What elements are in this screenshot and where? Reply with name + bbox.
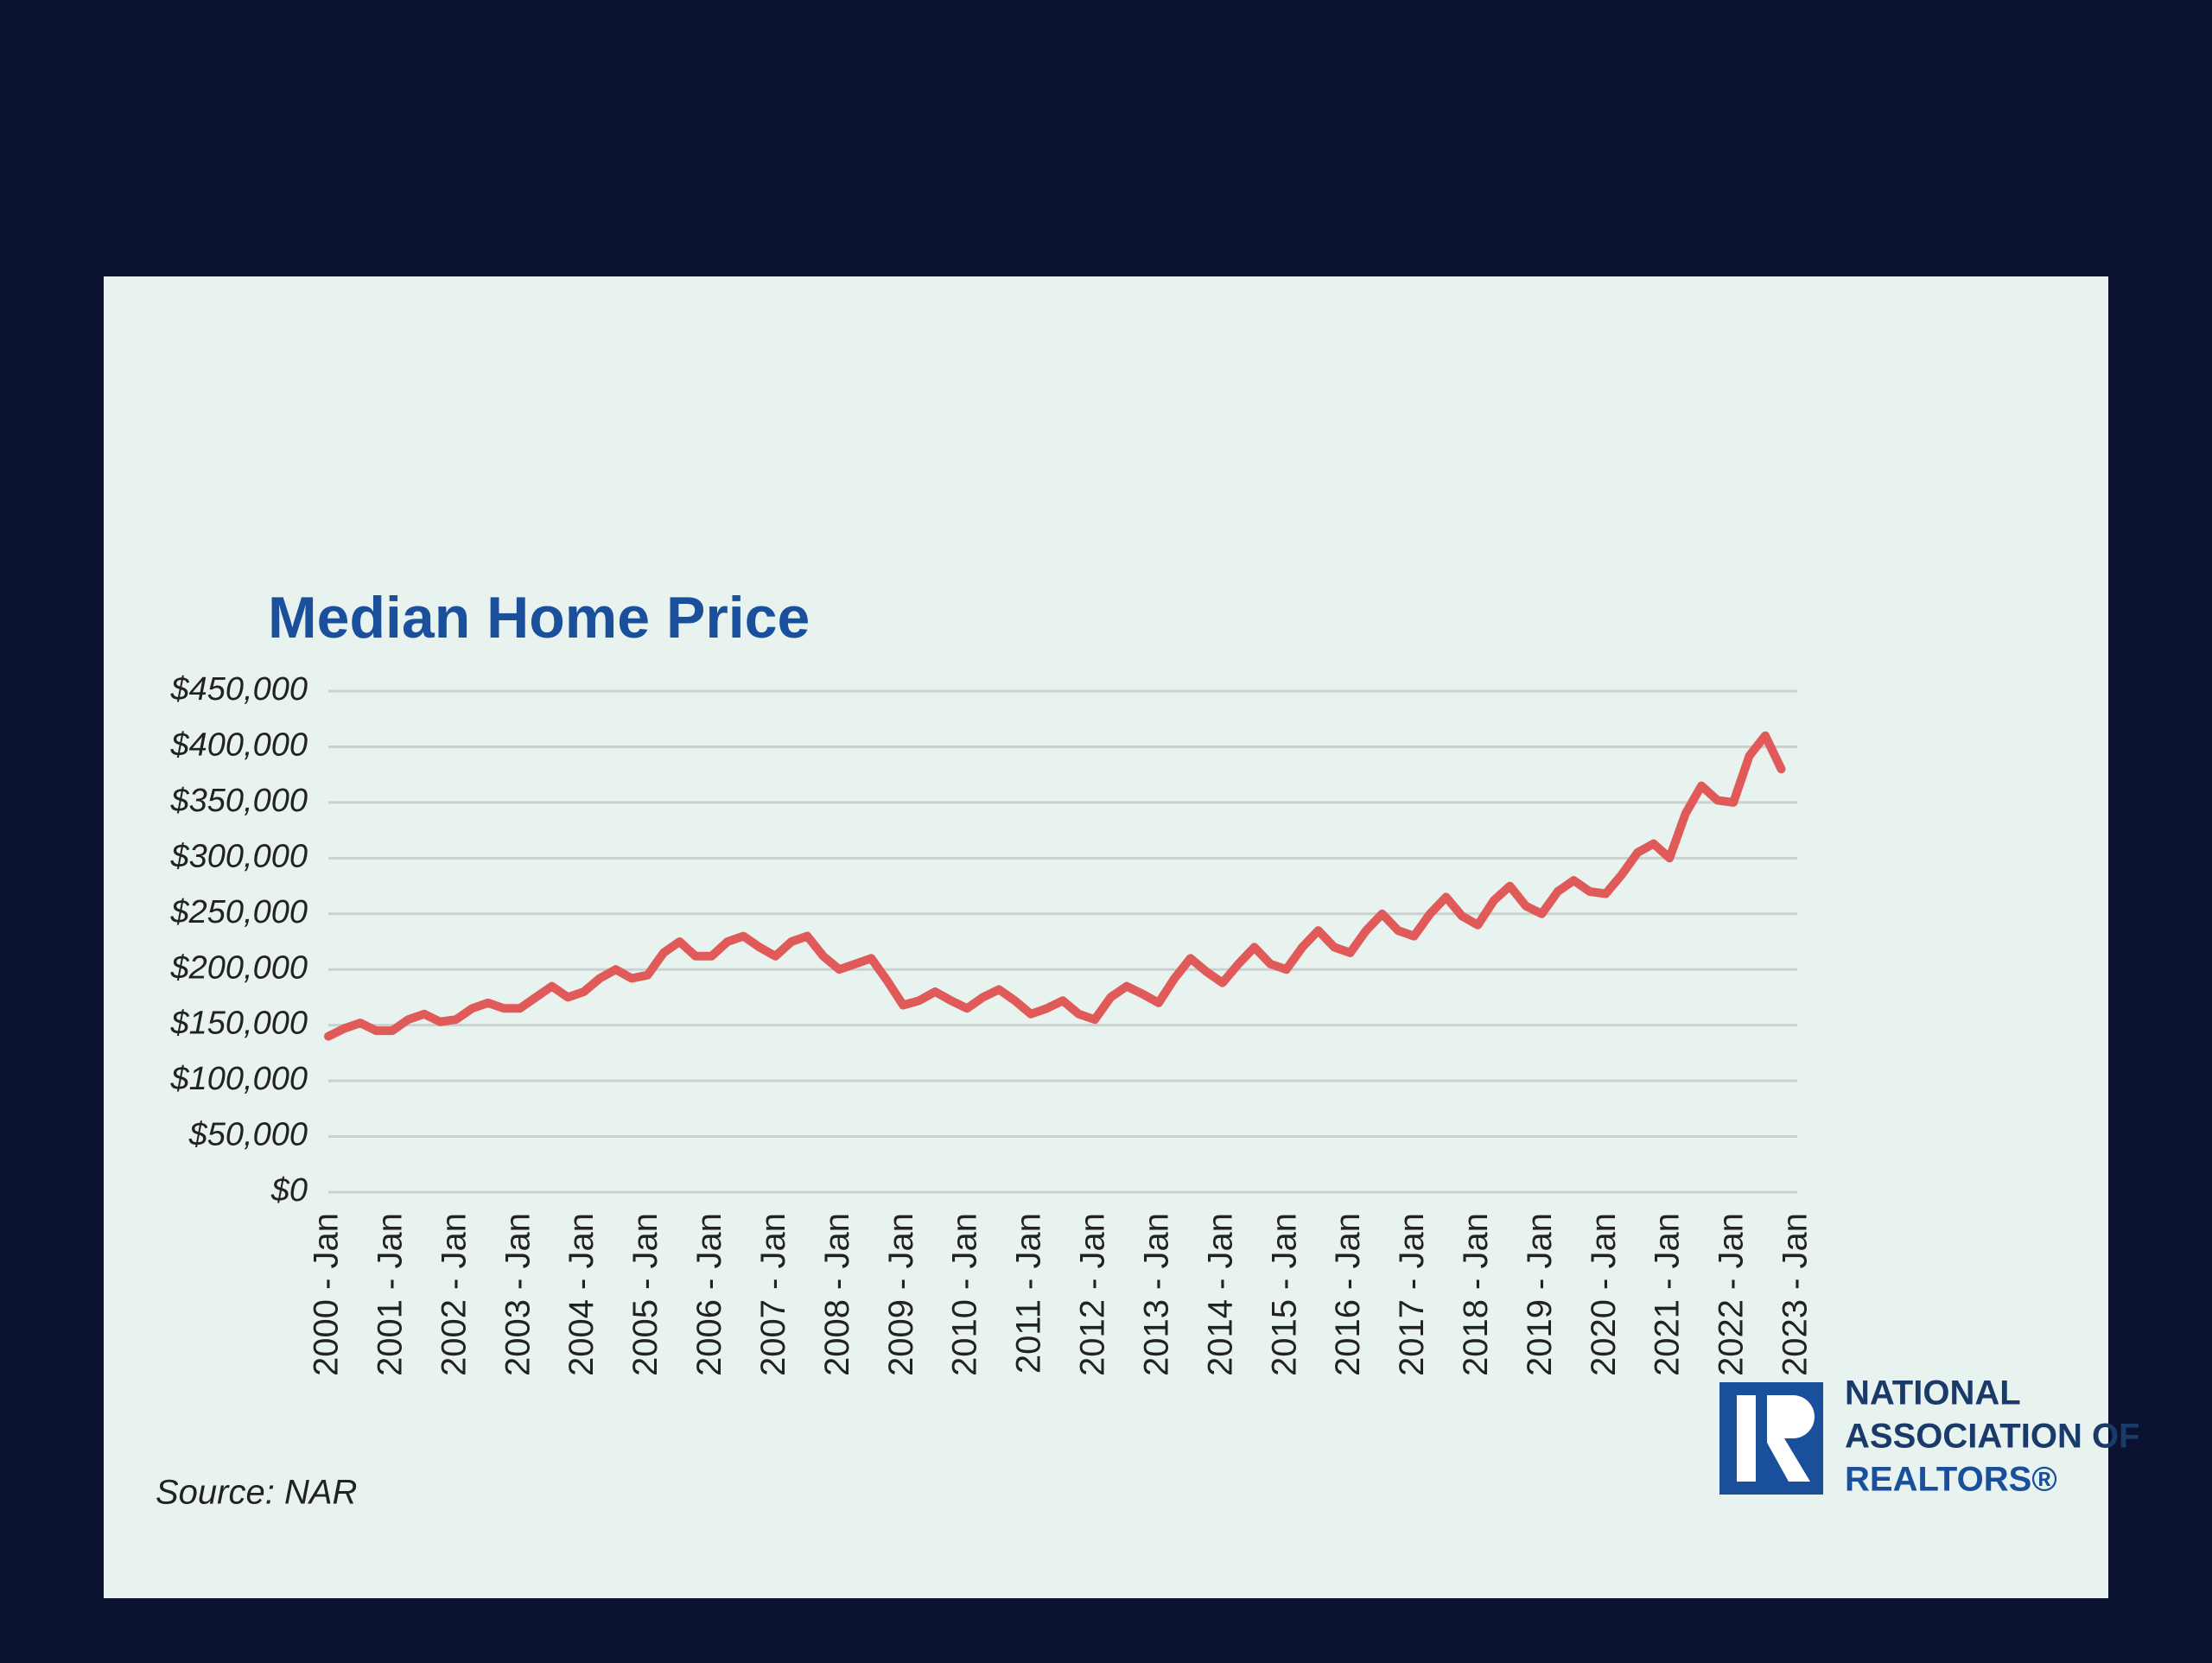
x-tick-label: 2020 - Jan xyxy=(1585,1213,1623,1376)
logo-mark-part xyxy=(1767,1395,1815,1482)
y-tick-label: $400,000 xyxy=(170,727,308,763)
x-tick-label: 2004 - Jan xyxy=(563,1213,601,1376)
x-tick-label: 2009 - Jan xyxy=(882,1213,920,1376)
x-tick-label: 2000 - Jan xyxy=(308,1213,346,1376)
x-tick-label: 2007 - Jan xyxy=(754,1213,792,1376)
x-tick-label: 2001 - Jan xyxy=(371,1213,409,1376)
chart-title: Median Home Price xyxy=(268,585,810,651)
x-tick-label: 2013 - Jan xyxy=(1137,1213,1175,1376)
x-tick-label: 2003 - Jan xyxy=(499,1213,537,1376)
x-tick-label: 2006 - Jan xyxy=(690,1213,728,1376)
y-tick-label: $300,000 xyxy=(170,838,308,874)
y-tick-label: $350,000 xyxy=(170,783,308,819)
x-tick-label: 2017 - Jan xyxy=(1393,1213,1431,1376)
x-tick-label: 2011 - Jan xyxy=(1010,1213,1048,1374)
y-tick-label: $200,000 xyxy=(170,949,308,986)
x-tick-label: 2018 - Jan xyxy=(1457,1213,1495,1376)
logo-line: REALTORS® xyxy=(1845,1461,2057,1499)
x-tick-label: 2010 - Jan xyxy=(946,1213,984,1376)
x-tick-label: 2021 - Jan xyxy=(1649,1213,1687,1376)
x-tick-label: 2005 - Jan xyxy=(626,1213,664,1376)
x-tick-label: 2022 - Jan xyxy=(1713,1213,1751,1376)
source: Source: NAR xyxy=(156,1474,357,1512)
x-tick-label: 2023 - Jan xyxy=(1777,1213,1815,1376)
logo-line: ASSOCIATION OF xyxy=(1845,1418,2139,1456)
y-tick-label: $100,000 xyxy=(170,1061,308,1097)
y-tick-label: $450,000 xyxy=(170,671,308,708)
x-tick-label: 2019 - Jan xyxy=(1521,1213,1559,1376)
x-tick-label: 2008 - Jan xyxy=(818,1213,856,1376)
y-tick-label: $250,000 xyxy=(170,894,308,930)
x-tick-label: 2015 - Jan xyxy=(1265,1213,1303,1376)
x-tick-label: 2002 - Jan xyxy=(435,1213,473,1376)
y-tick-label: $50,000 xyxy=(188,1117,308,1153)
x-tick-label: 2012 - Jan xyxy=(1074,1213,1112,1376)
y-tick-label: $150,000 xyxy=(170,1006,308,1042)
logo-line: NATIONAL xyxy=(1845,1374,2021,1412)
x-tick-label: 2014 - Jan xyxy=(1201,1213,1239,1376)
series-line xyxy=(324,731,1786,1041)
logo-mark-part xyxy=(1737,1395,1756,1482)
logo: NATIONAL ASSOCIATION OF REALTORS® xyxy=(1719,1374,2139,1499)
y-tick-label: $0 xyxy=(270,1172,308,1209)
slide xyxy=(104,276,2108,1598)
x-tick-label: 2016 - Jan xyxy=(1329,1213,1367,1376)
